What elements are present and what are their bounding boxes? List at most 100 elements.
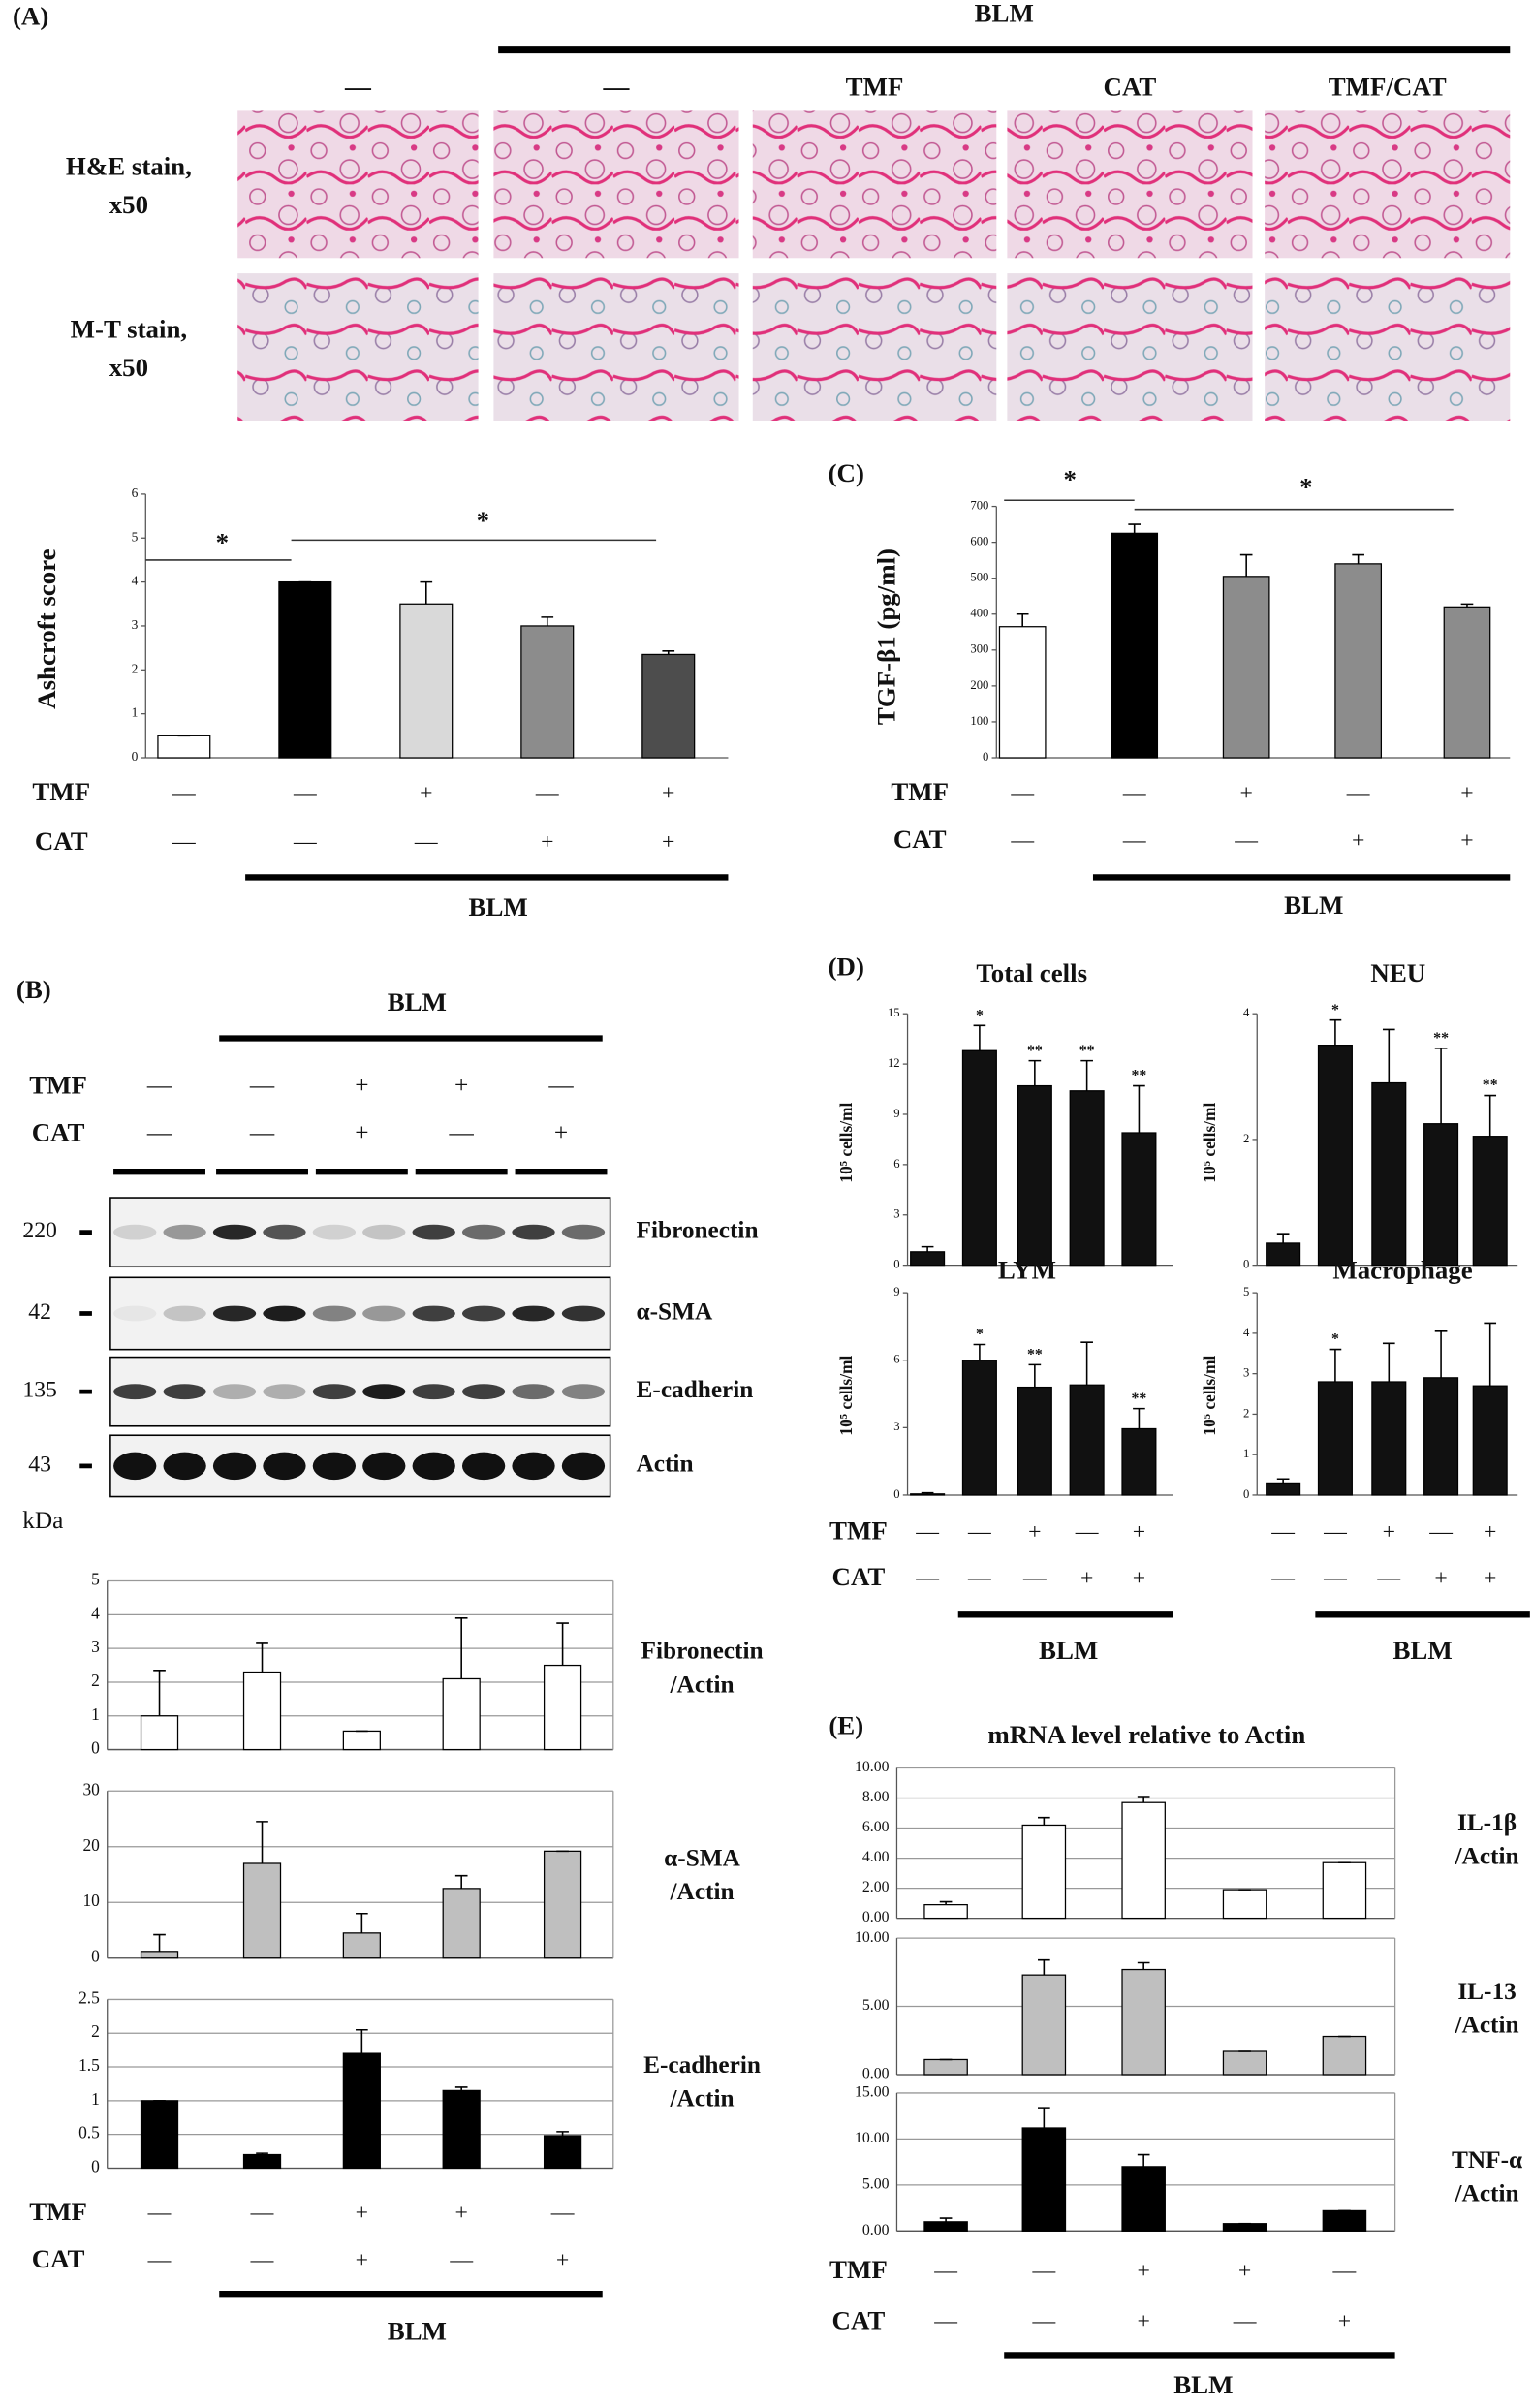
micrograph (1007, 273, 1253, 421)
treatment-mark: — (249, 1119, 275, 1146)
blot-band (312, 1452, 357, 1481)
bar (543, 2135, 582, 2170)
blot-band (263, 1452, 306, 1481)
y-tick-label: 10.00 (855, 1759, 890, 1775)
bar (242, 1862, 282, 1959)
annotation: * (976, 1327, 984, 1343)
blot-band (312, 1224, 357, 1240)
micrograph (237, 273, 479, 421)
error-bar (921, 1491, 934, 1494)
treatment-mark: — (967, 1565, 991, 1590)
kda-label: 220 (22, 1218, 57, 1243)
y-tick-label: 15.00 (855, 2084, 890, 2101)
y-tick-label: 2 (91, 2021, 100, 2041)
bar (543, 1850, 582, 1959)
y-tick-label: 3 (91, 1637, 100, 1656)
y-tick-label: 4 (91, 1603, 100, 1622)
treatment-mark: — (933, 2309, 957, 2334)
group-label: BLM (388, 2316, 447, 2345)
error-bar (1028, 1363, 1042, 1388)
treatment-mark: — (1010, 828, 1034, 853)
error-bar (1239, 553, 1253, 577)
bar (1121, 1968, 1166, 2076)
y-tick-label: 5 (91, 1570, 100, 1589)
panel-label: (B) (16, 975, 51, 1004)
treatment-mark: + (355, 1072, 368, 1099)
treatment-mark: + (554, 1119, 568, 1146)
treatment-mark: + (1460, 828, 1473, 853)
series-label: IL-1β (1457, 1809, 1517, 1836)
bar (923, 2221, 968, 2232)
treatment-mark: + (1239, 780, 1252, 805)
y-tick-label: 0 (983, 750, 988, 764)
micrograph (1007, 110, 1253, 259)
treatment-mark: + (1338, 2309, 1351, 2334)
treatment-mark: — (1234, 828, 1258, 853)
y-tick-label: 1 (91, 1704, 100, 1724)
error-bar (420, 580, 433, 605)
row-label: x50 (110, 190, 148, 219)
treatment-name: TMF (29, 1070, 87, 1099)
treatment-mark: + (662, 780, 674, 805)
bar (1443, 606, 1491, 759)
error-bar (1016, 612, 1029, 627)
micrograph (752, 273, 997, 421)
panel-label: (C) (829, 458, 864, 487)
column-header: — (603, 72, 631, 101)
treatment-mark: — (250, 2200, 274, 2225)
y-tick-label: 30 (82, 1779, 100, 1798)
treatment-mark: + (556, 2247, 569, 2272)
micrograph (752, 110, 997, 259)
blot-band (561, 1224, 606, 1240)
blot-band (512, 1305, 555, 1322)
series-label: α-SMA (664, 1844, 740, 1871)
annotation: * (976, 1007, 984, 1023)
chart-title: NEU (1370, 958, 1425, 987)
series-label: /Actin (670, 2085, 735, 2112)
error-bar (541, 616, 554, 626)
y-tick-label: 100 (970, 714, 988, 728)
y-tick-label: 4.00 (862, 1849, 890, 1865)
group-label: BLM (1039, 1636, 1098, 1665)
error-bar (153, 1669, 166, 1716)
blot-band (163, 1305, 206, 1322)
annotation: ** (1433, 1030, 1449, 1047)
series-label: IL-13 (1457, 1978, 1516, 2005)
y-tick-label: 700 (970, 498, 988, 512)
bar (910, 1251, 946, 1267)
blot-band (561, 1305, 606, 1322)
treatment-name: CAT (832, 1562, 886, 1591)
blot-band (561, 1384, 606, 1400)
panel-label: (E) (829, 1711, 863, 1740)
blot-band (113, 1384, 157, 1400)
bar (1017, 1386, 1052, 1496)
group-label: BLM (1392, 1636, 1452, 1665)
y-tick-label: 5.00 (862, 2175, 890, 2192)
series-label: Fibronectin (641, 1638, 764, 1665)
y-tick-label: 2 (1243, 1132, 1249, 1145)
panel-label: (D) (829, 952, 864, 981)
treatment-mark: + (1460, 780, 1473, 805)
treatment-name: TMF (29, 2197, 87, 2226)
bar (1017, 1084, 1052, 1267)
y-tick-label: 0 (1243, 1487, 1249, 1501)
y-tick-label: 1.5 (78, 2055, 100, 2075)
blot-band (412, 1384, 455, 1400)
significance-label: * (1064, 464, 1077, 493)
y-tick-label: 6 (893, 1157, 899, 1171)
treatment-mark: — (172, 829, 196, 855)
y-tick-label: 12 (888, 1056, 900, 1070)
y-tick-label: 400 (970, 607, 988, 620)
error-bar (1038, 1958, 1050, 1976)
error-bar (153, 1933, 166, 1952)
error-bar (1038, 2107, 1050, 2129)
bar (1266, 1482, 1301, 1496)
y-tick-label: 10.00 (855, 1929, 890, 1946)
blot-band (412, 1305, 455, 1322)
y-tick-label: 6 (132, 485, 139, 500)
treatment-mark: — (293, 780, 317, 805)
error-bar (1028, 1059, 1042, 1086)
bar (923, 1903, 968, 1920)
error-bar (356, 1912, 368, 1933)
